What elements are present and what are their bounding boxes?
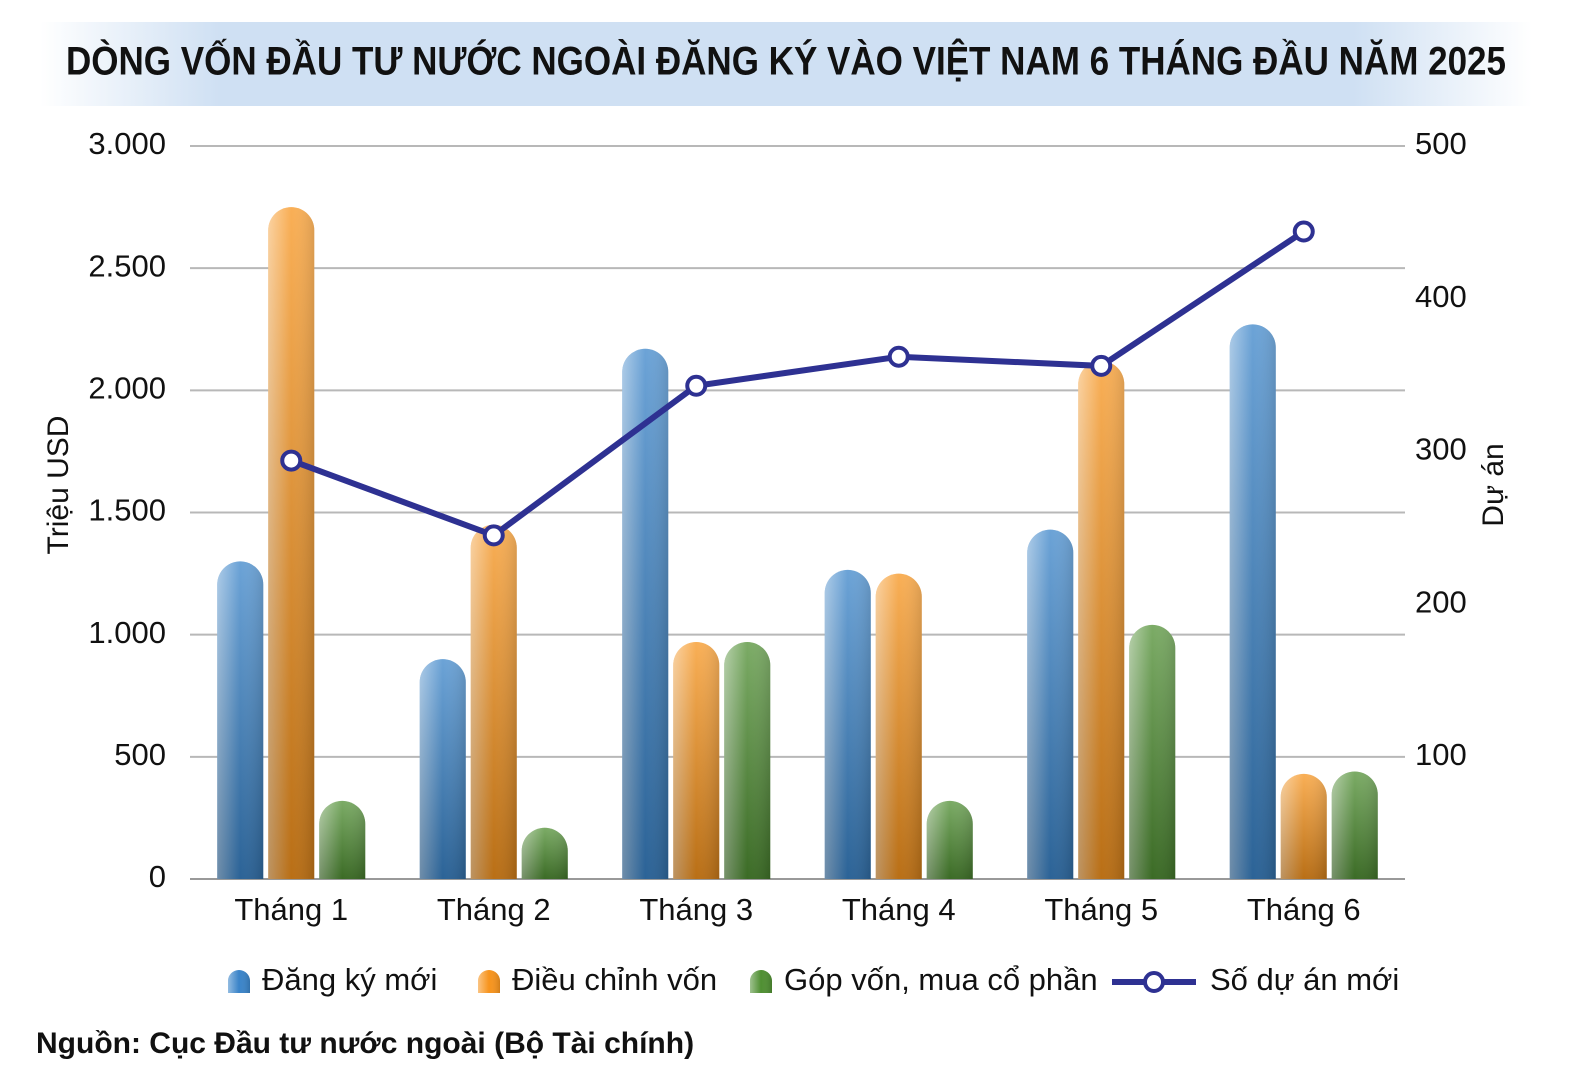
x-tick-label: Tháng 6 <box>1247 892 1361 927</box>
y-tick-label: 2.500 <box>88 248 166 283</box>
line-marker <box>685 374 708 397</box>
y2-tick-label: 100 <box>1415 737 1467 772</box>
legend-label: Đăng ký mới <box>262 962 437 997</box>
legend-swatch-shine <box>228 970 250 993</box>
bar-shade <box>1280 773 1327 879</box>
y-tick-label: 1.000 <box>88 615 166 650</box>
bar-shade <box>217 561 264 879</box>
bar-shade <box>1331 771 1378 879</box>
bar-shade <box>268 207 315 880</box>
line-marker <box>887 345 910 368</box>
bar-shade <box>1129 624 1176 879</box>
bar-shade <box>926 800 973 879</box>
bar-shade <box>1229 324 1276 879</box>
y-tick-label: 0 <box>149 859 166 894</box>
line-marker <box>1090 354 1113 377</box>
bar-shade <box>875 573 922 879</box>
title-banner <box>40 22 1532 106</box>
bar-shade <box>470 524 517 879</box>
line-marker <box>1292 220 1315 243</box>
y2-tick-label: 500 <box>1415 126 1467 161</box>
legend-marker <box>1143 971 1165 993</box>
bar-shade <box>1078 361 1125 880</box>
legend-swatch-shine <box>750 970 772 993</box>
y-tick-label: 2.000 <box>88 371 166 406</box>
bar-shade <box>824 569 871 879</box>
bar-shade <box>319 800 366 879</box>
y-tick-label: 500 <box>114 737 166 772</box>
y-axis-label: Triệu USD <box>42 416 75 555</box>
bar-shade <box>673 641 720 879</box>
y2-axis-label: Dự án <box>1477 443 1510 526</box>
legend-label: Số dự án mới <box>1210 962 1399 997</box>
y2-tick-label: 200 <box>1415 584 1467 619</box>
bar-shade <box>419 659 466 879</box>
legend-label: Góp vốn, mua cổ phần <box>784 962 1098 997</box>
legend-label: Điều chỉnh vốn <box>512 962 717 997</box>
x-tick-label: Tháng 1 <box>234 892 348 927</box>
line-marker <box>280 449 303 472</box>
x-tick-label: Tháng 4 <box>842 892 956 927</box>
y-tick-label: 3.000 <box>88 126 166 161</box>
x-tick-label: Tháng 3 <box>639 892 753 927</box>
y2-tick-label: 400 <box>1415 279 1467 314</box>
legend-swatch-shine <box>478 970 500 993</box>
y2-tick-label: 300 <box>1415 432 1467 467</box>
line <box>290 229 1306 539</box>
bar-shade <box>622 348 669 879</box>
bar-shade <box>1027 529 1074 879</box>
line-marker <box>482 524 505 547</box>
x-tick-label: Tháng 2 <box>437 892 551 927</box>
y-tick-label: 1.500 <box>88 493 166 528</box>
source-note: Nguồn: Cục Đầu tư nước ngoài (Bộ Tài chí… <box>36 1027 694 1060</box>
x-tick-label: Tháng 5 <box>1044 892 1158 927</box>
bar-shade <box>724 641 771 879</box>
chart-title: DÒNG VỐN ĐẦU TƯ NƯỚC NGOÀI ĐĂNG KÝ VÀO V… <box>66 38 1506 84</box>
bar-shade <box>521 827 568 879</box>
